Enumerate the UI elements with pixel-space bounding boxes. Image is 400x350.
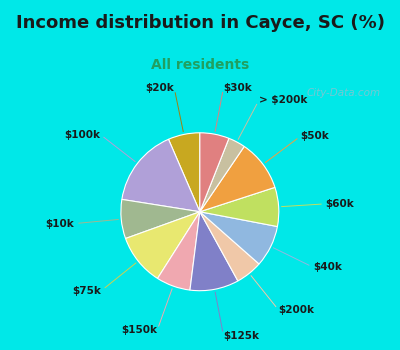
Wedge shape [200, 146, 275, 212]
Wedge shape [200, 138, 244, 212]
Text: City-Data.com: City-Data.com [306, 88, 380, 98]
Wedge shape [200, 212, 278, 264]
Text: $20k: $20k [146, 83, 174, 93]
Text: $150k: $150k [121, 325, 157, 335]
Text: $50k: $50k [301, 131, 329, 141]
Wedge shape [200, 212, 259, 281]
Wedge shape [122, 139, 200, 212]
Text: > $200k: > $200k [259, 95, 307, 105]
Wedge shape [158, 212, 200, 290]
Text: $200k: $200k [279, 305, 315, 315]
Text: $60k: $60k [326, 199, 354, 209]
Text: $125k: $125k [224, 330, 260, 341]
Text: $100k: $100k [64, 130, 100, 140]
Text: $30k: $30k [224, 83, 252, 93]
Text: $75k: $75k [73, 286, 102, 295]
Text: $40k: $40k [313, 262, 342, 272]
Text: Income distribution in Cayce, SC (%): Income distribution in Cayce, SC (%) [16, 14, 384, 32]
Text: All residents: All residents [151, 58, 249, 72]
Wedge shape [121, 199, 200, 238]
Wedge shape [200, 187, 279, 226]
Wedge shape [190, 212, 238, 291]
Text: $10k: $10k [46, 219, 74, 229]
Wedge shape [200, 133, 229, 212]
Wedge shape [168, 133, 200, 212]
Wedge shape [126, 212, 200, 278]
